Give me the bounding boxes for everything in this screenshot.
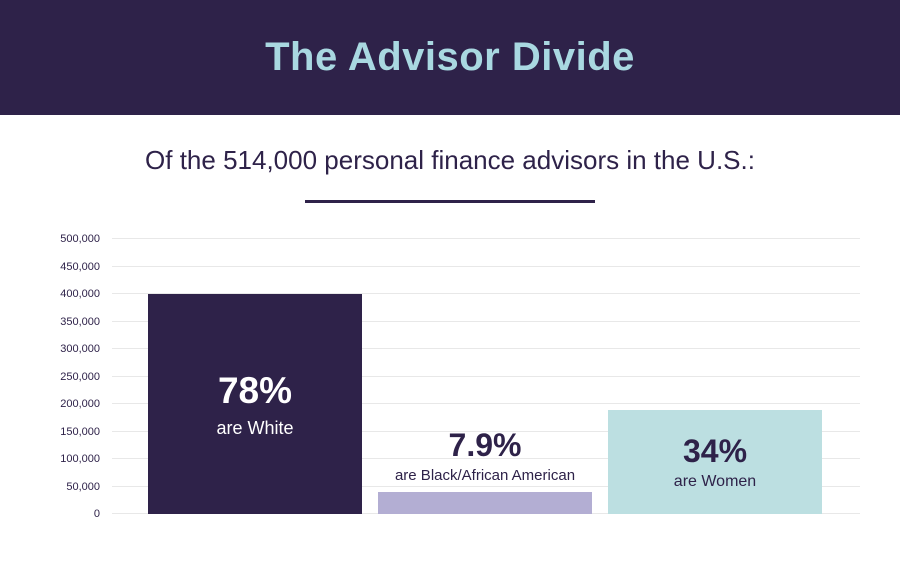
gridline: 200,000 [60, 398, 860, 410]
bar-chart: 500,000 450,000 400,000 350,000 300,000 250,0… [0, 233, 900, 520]
gridline: 450,000 [60, 261, 860, 273]
gridline: 150,000 [60, 426, 860, 438]
chart-subtitle: Of the 514,000 personal finance advisors… [145, 145, 755, 175]
divider-line [305, 200, 595, 203]
y-axis-tick-label: 400,000 [60, 288, 100, 300]
y-axis-tick-label: 50,000 [66, 480, 100, 493]
bar-label-are-black-african-american: 7.9% are Black/African American [395, 427, 575, 484]
bar-sublabel-are-black-african-american: are Black/African American [394, 466, 576, 484]
bar-are-white: 78% are White [148, 294, 362, 514]
y-axis-tick-label: 200,000 [60, 398, 100, 410]
y-axis-tick-label: 350,000 [60, 315, 100, 328]
bars-row: 78% are White 7.9% are Black/African Americ… [112, 239, 860, 514]
bar-label-are-white: 78% are White [148, 370, 362, 438]
bar-slot-are-black-african-american: 7.9% are Black/African American [378, 239, 592, 514]
gridline: 250,000 [60, 371, 860, 383]
bar-sublabel-are-women: are Women [673, 472, 757, 490]
y-axis-tick-label: 150,000 [60, 425, 100, 438]
header-banner: The Advisor Divide [0, 0, 900, 115]
bar-percent-are-black-african-american: 7.9% [448, 426, 522, 463]
gridline: 500,000 [60, 233, 860, 245]
bar-label-are-women: 34% are Women [608, 433, 822, 491]
content-area: Of the 514,000 personal finance advisors… [0, 145, 900, 520]
bar-are-black-african-american: 7.9% are Black/African American [378, 427, 592, 514]
bar-percent-are-white: 78% [217, 369, 293, 411]
gridline: 50,000 [66, 481, 860, 493]
gridline: 100,000 [60, 453, 860, 465]
page-title: The Advisor Divide [265, 35, 635, 79]
bar-sublabel-are-white: are White [216, 417, 294, 438]
bar-slot-are-women: 34% are Women [608, 239, 822, 514]
gridline: 350,000 [60, 316, 860, 328]
y-axis-tick-label: 100,000 [60, 453, 100, 465]
y-axis-tick-label: 300,000 [60, 343, 100, 355]
gridline: 400,000 [60, 288, 860, 300]
y-axis-tick-label: 450,000 [60, 260, 100, 273]
bar-percent-are-women: 34% [682, 432, 748, 469]
plot-area: 500,000 450,000 400,000 350,000 300,000 250,0… [60, 233, 860, 520]
y-axis-tick-label: 500,000 [60, 233, 100, 245]
bar-slot-are-white: 78% are White [148, 239, 362, 514]
gridline: 300,000 [60, 343, 860, 355]
y-axis-tick-label: 0 [93, 508, 100, 520]
y-axis-tick-label: 250,000 [60, 370, 100, 383]
bar-are-women: 34% are Women [608, 409, 822, 514]
